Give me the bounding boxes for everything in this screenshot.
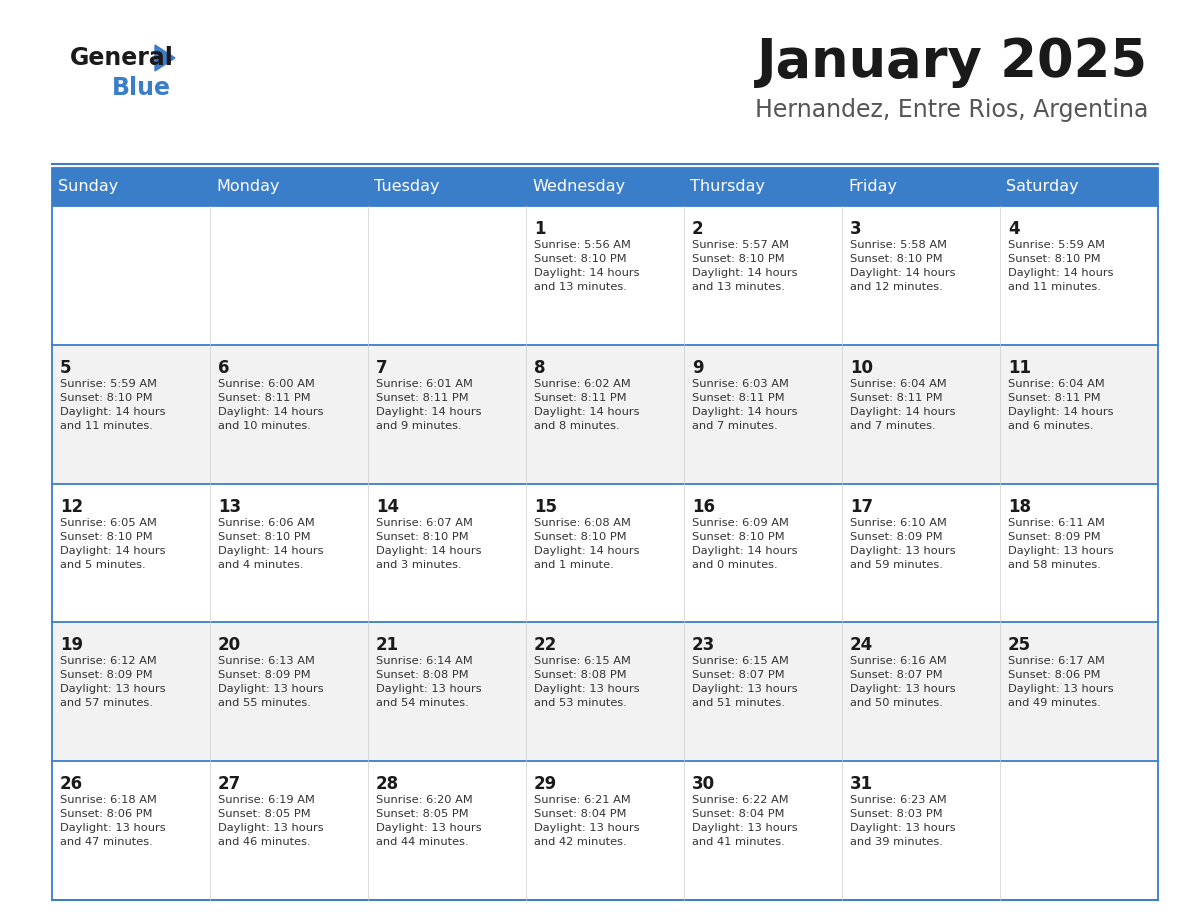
Text: 20: 20	[217, 636, 241, 655]
Text: Sunrise: 5:59 AM
Sunset: 8:10 PM
Daylight: 14 hours
and 11 minutes.: Sunrise: 5:59 AM Sunset: 8:10 PM Dayligh…	[1007, 240, 1113, 292]
Text: 11: 11	[1007, 359, 1031, 376]
Text: Sunrise: 6:21 AM
Sunset: 8:04 PM
Daylight: 13 hours
and 42 minutes.: Sunrise: 6:21 AM Sunset: 8:04 PM Dayligh…	[533, 795, 639, 847]
Text: 12: 12	[59, 498, 83, 516]
Text: 29: 29	[533, 775, 557, 793]
Text: 7: 7	[375, 359, 387, 376]
Text: General: General	[70, 46, 173, 70]
Bar	[52, 761, 1158, 900]
Text: 24: 24	[849, 636, 873, 655]
Text: 5: 5	[59, 359, 71, 376]
Text: Sunrise: 6:02 AM
Sunset: 8:11 PM
Daylight: 14 hours
and 8 minutes.: Sunrise: 6:02 AM Sunset: 8:11 PM Dayligh…	[533, 379, 639, 431]
Text: 19: 19	[59, 636, 83, 655]
Bar	[52, 622, 1158, 761]
Text: Sunrise: 6:22 AM
Sunset: 8:04 PM
Daylight: 13 hours
and 41 minutes.: Sunrise: 6:22 AM Sunset: 8:04 PM Dayligh…	[691, 795, 797, 847]
Text: Sunrise: 6:23 AM
Sunset: 8:03 PM
Daylight: 13 hours
and 39 minutes.: Sunrise: 6:23 AM Sunset: 8:03 PM Dayligh…	[849, 795, 955, 847]
Text: 17: 17	[849, 498, 873, 516]
Text: Sunrise: 6:17 AM
Sunset: 8:06 PM
Daylight: 13 hours
and 49 minutes.: Sunrise: 6:17 AM Sunset: 8:06 PM Dayligh…	[1007, 656, 1113, 709]
Text: 23: 23	[691, 636, 715, 655]
Bar	[52, 345, 1158, 484]
Text: Sunrise: 5:59 AM
Sunset: 8:10 PM
Daylight: 14 hours
and 11 minutes.: Sunrise: 5:59 AM Sunset: 8:10 PM Dayligh…	[59, 379, 165, 431]
Text: January 2025: January 2025	[757, 36, 1148, 88]
Text: Sunrise: 6:09 AM
Sunset: 8:10 PM
Daylight: 14 hours
and 0 minutes.: Sunrise: 6:09 AM Sunset: 8:10 PM Dayligh…	[691, 518, 797, 569]
Text: Blue: Blue	[112, 76, 171, 100]
Text: Wednesday: Wednesday	[532, 180, 625, 195]
Text: Thursday: Thursday	[690, 180, 765, 195]
Text: 28: 28	[375, 775, 399, 793]
Text: 31: 31	[849, 775, 873, 793]
Text: 4: 4	[1007, 220, 1019, 238]
Text: Sunrise: 5:57 AM
Sunset: 8:10 PM
Daylight: 14 hours
and 13 minutes.: Sunrise: 5:57 AM Sunset: 8:10 PM Dayligh…	[691, 240, 797, 292]
Text: Sunrise: 6:18 AM
Sunset: 8:06 PM
Daylight: 13 hours
and 47 minutes.: Sunrise: 6:18 AM Sunset: 8:06 PM Dayligh…	[59, 795, 165, 847]
Text: Sunrise: 6:13 AM
Sunset: 8:09 PM
Daylight: 13 hours
and 55 minutes.: Sunrise: 6:13 AM Sunset: 8:09 PM Dayligh…	[217, 656, 323, 709]
Text: Sunrise: 6:03 AM
Sunset: 8:11 PM
Daylight: 14 hours
and 7 minutes.: Sunrise: 6:03 AM Sunset: 8:11 PM Dayligh…	[691, 379, 797, 431]
Text: 30: 30	[691, 775, 715, 793]
Text: 16: 16	[691, 498, 715, 516]
Text: Sunrise: 6:15 AM
Sunset: 8:07 PM
Daylight: 13 hours
and 51 minutes.: Sunrise: 6:15 AM Sunset: 8:07 PM Dayligh…	[691, 656, 797, 709]
Text: 21: 21	[375, 636, 399, 655]
Text: 13: 13	[217, 498, 241, 516]
Text: Sunrise: 6:05 AM
Sunset: 8:10 PM
Daylight: 14 hours
and 5 minutes.: Sunrise: 6:05 AM Sunset: 8:10 PM Dayligh…	[59, 518, 165, 569]
Text: Monday: Monday	[216, 180, 280, 195]
Bar	[52, 168, 1158, 206]
Text: Saturday: Saturday	[1006, 180, 1079, 195]
Text: Sunrise: 6:01 AM
Sunset: 8:11 PM
Daylight: 14 hours
and 9 minutes.: Sunrise: 6:01 AM Sunset: 8:11 PM Dayligh…	[375, 379, 481, 431]
Text: 22: 22	[533, 636, 557, 655]
Text: Sunrise: 6:20 AM
Sunset: 8:05 PM
Daylight: 13 hours
and 44 minutes.: Sunrise: 6:20 AM Sunset: 8:05 PM Dayligh…	[375, 795, 481, 847]
Text: Sunrise: 6:15 AM
Sunset: 8:08 PM
Daylight: 13 hours
and 53 minutes.: Sunrise: 6:15 AM Sunset: 8:08 PM Dayligh…	[533, 656, 639, 709]
Bar	[52, 168, 1158, 900]
Text: Tuesday: Tuesday	[374, 180, 440, 195]
Text: 3: 3	[849, 220, 861, 238]
Text: 9: 9	[691, 359, 703, 376]
Text: Sunrise: 6:10 AM
Sunset: 8:09 PM
Daylight: 13 hours
and 59 minutes.: Sunrise: 6:10 AM Sunset: 8:09 PM Dayligh…	[849, 518, 955, 569]
Polygon shape	[154, 45, 175, 71]
Text: 15: 15	[533, 498, 557, 516]
Text: Sunrise: 6:14 AM
Sunset: 8:08 PM
Daylight: 13 hours
and 54 minutes.: Sunrise: 6:14 AM Sunset: 8:08 PM Dayligh…	[375, 656, 481, 709]
Text: 6: 6	[217, 359, 229, 376]
Text: Sunrise: 5:56 AM
Sunset: 8:10 PM
Daylight: 14 hours
and 13 minutes.: Sunrise: 5:56 AM Sunset: 8:10 PM Dayligh…	[533, 240, 639, 292]
Text: Sunday: Sunday	[58, 180, 119, 195]
Text: Sunrise: 6:04 AM
Sunset: 8:11 PM
Daylight: 14 hours
and 6 minutes.: Sunrise: 6:04 AM Sunset: 8:11 PM Dayligh…	[1007, 379, 1113, 431]
Text: Hernandez, Entre Rios, Argentina: Hernandez, Entre Rios, Argentina	[754, 98, 1148, 122]
Text: 1: 1	[533, 220, 545, 238]
Bar	[52, 484, 1158, 622]
Text: Sunrise: 6:16 AM
Sunset: 8:07 PM
Daylight: 13 hours
and 50 minutes.: Sunrise: 6:16 AM Sunset: 8:07 PM Dayligh…	[849, 656, 955, 709]
Text: 27: 27	[217, 775, 241, 793]
Text: Sunrise: 5:58 AM
Sunset: 8:10 PM
Daylight: 14 hours
and 12 minutes.: Sunrise: 5:58 AM Sunset: 8:10 PM Dayligh…	[849, 240, 955, 292]
Text: Sunrise: 6:04 AM
Sunset: 8:11 PM
Daylight: 14 hours
and 7 minutes.: Sunrise: 6:04 AM Sunset: 8:11 PM Dayligh…	[849, 379, 955, 431]
Text: Sunrise: 6:12 AM
Sunset: 8:09 PM
Daylight: 13 hours
and 57 minutes.: Sunrise: 6:12 AM Sunset: 8:09 PM Dayligh…	[59, 656, 165, 709]
Text: 2: 2	[691, 220, 703, 238]
Text: 14: 14	[375, 498, 399, 516]
Text: 25: 25	[1007, 636, 1031, 655]
Text: 10: 10	[849, 359, 873, 376]
Text: Sunrise: 6:08 AM
Sunset: 8:10 PM
Daylight: 14 hours
and 1 minute.: Sunrise: 6:08 AM Sunset: 8:10 PM Dayligh…	[533, 518, 639, 569]
Text: Sunrise: 6:19 AM
Sunset: 8:05 PM
Daylight: 13 hours
and 46 minutes.: Sunrise: 6:19 AM Sunset: 8:05 PM Dayligh…	[217, 795, 323, 847]
Text: 26: 26	[59, 775, 83, 793]
Bar	[52, 206, 1158, 345]
Text: 8: 8	[533, 359, 545, 376]
Text: 18: 18	[1007, 498, 1031, 516]
Text: Friday: Friday	[848, 180, 897, 195]
Text: Sunrise: 6:07 AM
Sunset: 8:10 PM
Daylight: 14 hours
and 3 minutes.: Sunrise: 6:07 AM Sunset: 8:10 PM Dayligh…	[375, 518, 481, 569]
Text: Sunrise: 6:00 AM
Sunset: 8:11 PM
Daylight: 14 hours
and 10 minutes.: Sunrise: 6:00 AM Sunset: 8:11 PM Dayligh…	[217, 379, 323, 431]
Text: Sunrise: 6:06 AM
Sunset: 8:10 PM
Daylight: 14 hours
and 4 minutes.: Sunrise: 6:06 AM Sunset: 8:10 PM Dayligh…	[217, 518, 323, 569]
Text: Sunrise: 6:11 AM
Sunset: 8:09 PM
Daylight: 13 hours
and 58 minutes.: Sunrise: 6:11 AM Sunset: 8:09 PM Dayligh…	[1007, 518, 1113, 569]
